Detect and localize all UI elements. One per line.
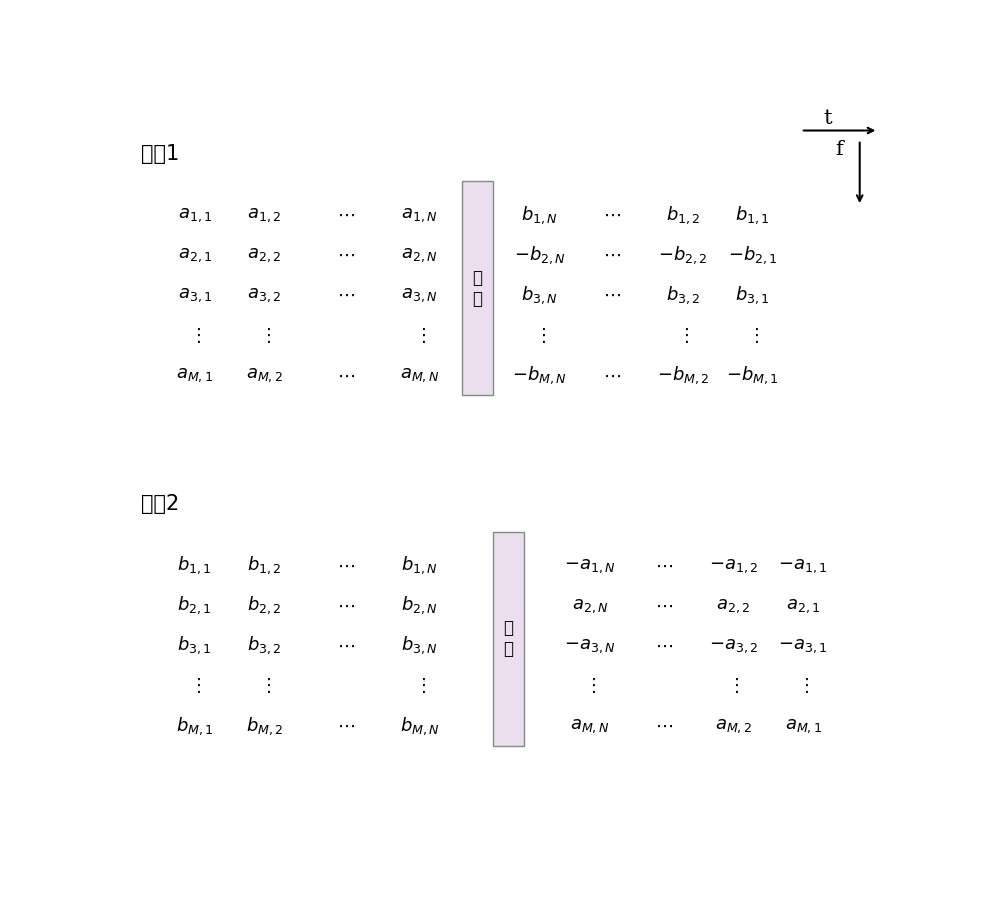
Text: $\cdots$: $\cdots$ <box>337 206 355 224</box>
Text: $a_{2,2}$: $a_{2,2}$ <box>716 597 751 615</box>
Text: $-b_{M,N}$: $-b_{M,N}$ <box>512 365 567 386</box>
Text: $a_{1,2}$: $a_{1,2}$ <box>247 206 282 224</box>
Text: $a_{2,1}$: $a_{2,1}$ <box>786 597 820 615</box>
Text: $-a_{1,2}$: $-a_{1,2}$ <box>709 557 758 575</box>
Text: $-a_{3,1}$: $-a_{3,1}$ <box>778 637 828 655</box>
Text: $b_{1,N}$: $b_{1,N}$ <box>521 204 558 226</box>
Bar <box>493 532 524 745</box>
Text: $\vdots$: $\vdots$ <box>189 676 201 696</box>
Text: $\vdots$: $\vdots$ <box>414 326 425 345</box>
Text: $-b_{2,N}$: $-b_{2,N}$ <box>514 244 566 266</box>
Text: $b_{3,2}$: $b_{3,2}$ <box>247 635 282 656</box>
Text: $\vdots$: $\vdots$ <box>797 676 809 696</box>
Text: $\cdots$: $\cdots$ <box>603 286 621 304</box>
Text: $b_{3,1}$: $b_{3,1}$ <box>177 635 212 656</box>
Text: $\cdots$: $\cdots$ <box>655 637 673 655</box>
Text: $b_{1,2}$: $b_{1,2}$ <box>666 204 700 226</box>
Bar <box>462 182 493 395</box>
Text: $-b_{2,1}$: $-b_{2,1}$ <box>728 244 778 266</box>
Text: $b_{1,1}$: $b_{1,1}$ <box>177 555 212 577</box>
Text: $\vdots$: $\vdots$ <box>534 326 546 345</box>
Text: $b_{3,N}$: $b_{3,N}$ <box>401 635 438 656</box>
Text: $\vdots$: $\vdots$ <box>414 676 425 696</box>
Text: $\cdots$: $\cdots$ <box>603 246 621 264</box>
Text: $-a_{3,N}$: $-a_{3,N}$ <box>564 637 616 655</box>
Text: 天线2: 天线2 <box>140 494 179 514</box>
Text: $\cdots$: $\cdots$ <box>603 367 621 384</box>
Text: $\cdots$: $\cdots$ <box>655 557 673 575</box>
Text: $\cdots$: $\cdots$ <box>337 637 355 655</box>
Text: $b_{1,2}$: $b_{1,2}$ <box>247 555 282 577</box>
Text: $\cdots$: $\cdots$ <box>655 716 673 735</box>
Text: $\vdots$: $\vdots$ <box>747 326 759 345</box>
Bar <box>493 532 524 745</box>
Text: $\cdots$: $\cdots$ <box>337 716 355 735</box>
Text: $\cdots$: $\cdots$ <box>337 246 355 264</box>
Text: $-b_{M,1}$: $-b_{M,1}$ <box>726 365 779 386</box>
Text: $a_{3,1}$: $a_{3,1}$ <box>178 286 212 304</box>
Text: $-a_{3,2}$: $-a_{3,2}$ <box>709 637 758 655</box>
Text: $b_{1,1}$: $b_{1,1}$ <box>735 204 770 226</box>
Bar <box>462 182 493 395</box>
Text: $\vdots$: $\vdots$ <box>584 676 596 696</box>
Text: $b_{3,2}$: $b_{3,2}$ <box>666 284 700 306</box>
Text: $b_{1,N}$: $b_{1,N}$ <box>401 555 438 577</box>
Text: $\vdots$: $\vdots$ <box>727 676 739 696</box>
Text: $a_{2,1}$: $a_{2,1}$ <box>178 246 212 264</box>
Text: $a_{M,2}$: $a_{M,2}$ <box>715 716 752 735</box>
Text: 天线1: 天线1 <box>140 143 179 163</box>
Text: $b_{M,2}$: $b_{M,2}$ <box>246 715 283 736</box>
Text: $b_{2,N}$: $b_{2,N}$ <box>401 595 438 617</box>
Text: $\vdots$: $\vdots$ <box>259 326 270 345</box>
Text: t: t <box>824 109 832 128</box>
Text: $-b_{M,2}$: $-b_{M,2}$ <box>657 365 709 386</box>
Text: $a_{3,N}$: $a_{3,N}$ <box>401 286 438 304</box>
Text: $a_{1,N}$: $a_{1,N}$ <box>401 206 438 224</box>
Text: f: f <box>835 140 843 159</box>
Text: $b_{2,1}$: $b_{2,1}$ <box>177 595 212 617</box>
Text: $a_{2,N}$: $a_{2,N}$ <box>401 246 438 264</box>
Text: $b_{2,2}$: $b_{2,2}$ <box>247 595 282 617</box>
Text: $\cdots$: $\cdots$ <box>603 206 621 224</box>
Text: $b_{3,N}$: $b_{3,N}$ <box>521 284 558 306</box>
Text: $\vdots$: $\vdots$ <box>677 326 689 345</box>
Text: $\cdots$: $\cdots$ <box>337 286 355 304</box>
Text: $b_{M,1}$: $b_{M,1}$ <box>176 715 214 736</box>
Text: $\cdots$: $\cdots$ <box>655 597 673 615</box>
Text: $a_{2,N}$: $a_{2,N}$ <box>572 597 608 615</box>
Text: $a_{1,1}$: $a_{1,1}$ <box>178 206 212 224</box>
Text: $\cdots$: $\cdots$ <box>337 597 355 615</box>
Text: $\vdots$: $\vdots$ <box>189 326 201 345</box>
Text: $\cdots$: $\cdots$ <box>337 557 355 575</box>
Text: $b_{3,1}$: $b_{3,1}$ <box>735 284 770 306</box>
Text: $a_{M,2}$: $a_{M,2}$ <box>246 367 283 384</box>
Text: $a_{3,2}$: $a_{3,2}$ <box>247 286 282 304</box>
Bar <box>462 182 493 395</box>
Text: $\cdots$: $\cdots$ <box>337 367 355 384</box>
Text: $-b_{2,2}$: $-b_{2,2}$ <box>658 244 708 266</box>
Text: $a_{M,N}$: $a_{M,N}$ <box>570 716 610 735</box>
Text: $\vdots$: $\vdots$ <box>259 676 270 696</box>
Text: 间
隔: 间 隔 <box>504 619 514 658</box>
Text: $-a_{1,1}$: $-a_{1,1}$ <box>778 557 828 575</box>
Text: $b_{M,N}$: $b_{M,N}$ <box>400 715 439 736</box>
Text: $a_{M,1}$: $a_{M,1}$ <box>785 716 822 735</box>
Text: $-a_{1,N}$: $-a_{1,N}$ <box>564 557 616 575</box>
Text: 间
隔: 间 隔 <box>473 269 483 308</box>
Text: $a_{M,1}$: $a_{M,1}$ <box>176 367 213 384</box>
Bar <box>493 532 524 745</box>
Text: $a_{2,2}$: $a_{2,2}$ <box>247 246 282 264</box>
Text: $a_{M,N}$: $a_{M,N}$ <box>400 367 439 384</box>
